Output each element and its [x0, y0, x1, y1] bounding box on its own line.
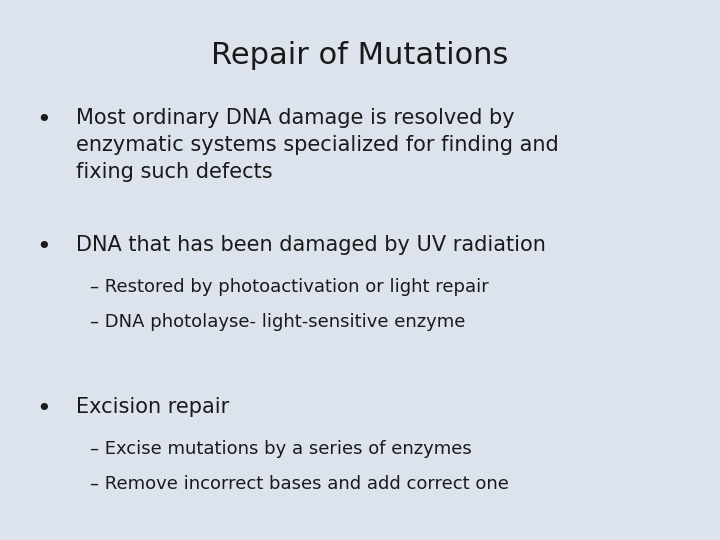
Text: •: • [36, 397, 50, 421]
Text: – Restored by photoactivation or light repair: – Restored by photoactivation or light r… [90, 278, 489, 296]
Text: •: • [36, 108, 50, 132]
Text: •: • [36, 235, 50, 259]
Text: Excision repair: Excision repair [76, 397, 229, 417]
Text: DNA that has been damaged by UV radiation: DNA that has been damaged by UV radiatio… [76, 235, 546, 255]
Text: – Excise mutations by a series of enzymes: – Excise mutations by a series of enzyme… [90, 440, 472, 458]
Text: Repair of Mutations: Repair of Mutations [211, 40, 509, 70]
Text: Most ordinary DNA damage is resolved by
enzymatic systems specialized for findin: Most ordinary DNA damage is resolved by … [76, 108, 558, 183]
Text: – DNA photolayse- light-sensitive enzyme: – DNA photolayse- light-sensitive enzyme [90, 313, 465, 331]
Text: – Remove incorrect bases and add correct one: – Remove incorrect bases and add correct… [90, 475, 509, 493]
